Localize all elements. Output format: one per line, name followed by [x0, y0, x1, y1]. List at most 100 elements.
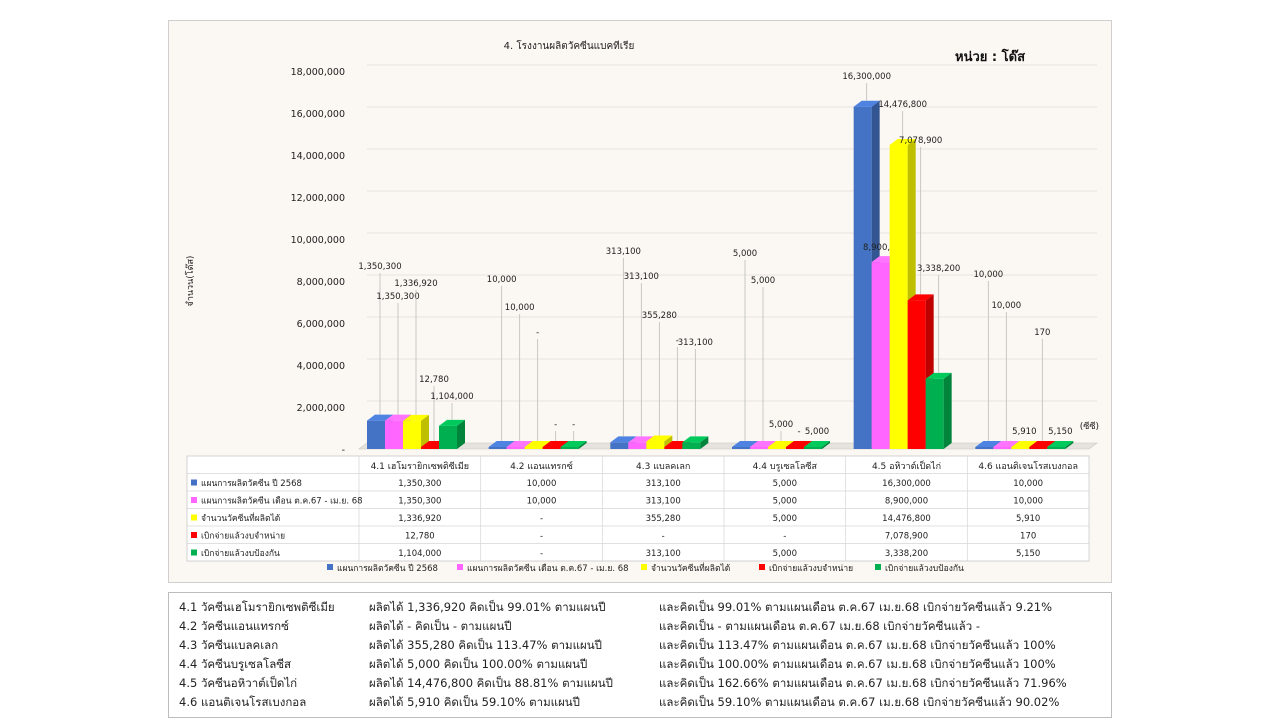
legend-key	[641, 564, 647, 570]
note-item: 4.1 วัคซีนเฮโมรายิกเซพติซีเมีย	[179, 600, 335, 614]
y-tick-label: 4,000,000	[297, 361, 345, 372]
bar-top	[610, 436, 637, 443]
note-monthly: และคิดเป็น 99.01% ตามแผนเดือน ต.ค.67 เม.…	[659, 600, 1053, 614]
y-tick-label: -	[342, 445, 345, 456]
note-item: 4.4 วัคซีนบรูเซลโลซีส	[179, 657, 292, 671]
y-tick-label: 8,000,000	[297, 277, 345, 288]
note-item: 4.5 วัคซีนอหิวาต์เป็ดไก่	[179, 676, 298, 690]
bar	[664, 447, 683, 449]
bar	[524, 447, 543, 449]
bar	[439, 425, 457, 449]
table-cell: 313,100	[646, 479, 681, 489]
bar-top	[403, 414, 429, 421]
note-monthly: และคิดเป็น 162.66% ตามแผนเดือน ต.ค.67 เม…	[659, 676, 1067, 690]
bar-top	[786, 441, 812, 447]
y-axis-label: จำนวน(โด๊ส)	[185, 256, 196, 307]
bar-top	[506, 441, 533, 447]
table-legend-key	[191, 497, 197, 503]
bar-top	[488, 441, 515, 447]
bar-top	[542, 441, 569, 447]
bar-side	[457, 419, 465, 449]
category-label: 4.5 อหิวาต์เป็ดไก่	[872, 459, 941, 472]
notes-panel: 4.1 วัคซีนเฮโมรายิกเซพติซีเมีย ผลิตได้ 1…	[168, 592, 1112, 718]
chart-panel: - 2,000,000 4,000,000 6,000,000 8,000,000 10,…	[168, 20, 1112, 583]
data-label: 355,280	[642, 311, 677, 321]
table-cell: 10,000	[1013, 479, 1043, 489]
data-label: -	[572, 420, 575, 430]
note-produced: ผลิตได้ 5,910 คิดเป็น 59.10% ตามแผนปี	[369, 695, 580, 709]
data-label: 1,336,920	[394, 279, 437, 289]
legend-label: จำนวนวัคซีนที่ผลิตได้	[651, 562, 730, 574]
table-series-name: เบิกจ่ายแล้วงบจำหน่าย	[201, 531, 285, 542]
bar-side	[943, 372, 952, 449]
bar	[421, 447, 439, 449]
bar-top	[682, 436, 709, 443]
bar	[732, 447, 750, 449]
legend-key	[457, 564, 463, 570]
table-cell: 313,100	[646, 549, 681, 559]
legend-label: เบิกจ่ายแล้วงบจำหน่าย	[769, 563, 853, 574]
data-label: 10,000	[991, 301, 1021, 311]
legend-key	[759, 564, 765, 570]
table-cell: 5,000	[773, 549, 797, 559]
table-legend-key	[191, 532, 197, 538]
bar	[646, 441, 665, 449]
category-label: 4.1 เฮโมรายิกเซพติซีเมีย	[371, 461, 469, 472]
note-monthly: และคิดเป็น 100.00% ตามแผนเดือน ต.ค.67 เม…	[659, 657, 1056, 671]
bar	[993, 447, 1012, 449]
bar-top	[889, 138, 916, 145]
table-cell: 10,000	[527, 479, 557, 489]
table-cell: -	[540, 514, 543, 524]
data-label: -	[676, 336, 679, 346]
y-tick-label: 12,000,000	[291, 193, 345, 204]
note-produced: ผลิตได้ - คิดเป็น - ตามแผนปี	[369, 619, 512, 633]
bar	[768, 447, 786, 449]
data-label: 5,150	[1048, 427, 1072, 437]
data-label: 313,100	[606, 247, 641, 257]
bar	[506, 447, 525, 449]
y-tick-label: 18,000,000	[291, 67, 345, 78]
bar-top	[993, 441, 1020, 447]
table-cell: 16,300,000	[882, 479, 931, 489]
table-series-name: จำนวนวัคซีนที่ผลิตได้	[201, 512, 280, 524]
data-label: 5,000	[805, 427, 829, 437]
bar-top	[1047, 441, 1074, 447]
note-produced: ผลิตได้ 5,000 คิดเป็น 100.00% ตามแผนปี	[369, 657, 588, 671]
legend-key	[327, 564, 333, 570]
table-cell: 5,000	[773, 497, 797, 507]
chart-title: 4. โรงงานผลิตวัคซีนแบคทีเรีย	[504, 39, 635, 52]
table-cell: 1,336,920	[398, 514, 441, 524]
table-cell: -	[783, 532, 786, 542]
note-monthly: และคิดเป็น 113.47% ตามแผนเดือน ต.ค.67 เม…	[659, 638, 1056, 652]
table-cell: 7,078,900	[885, 532, 928, 542]
data-label: 1,350,300	[376, 292, 419, 302]
y-tick-label: 10,000,000	[291, 235, 345, 246]
data-label: 16,300,000	[842, 72, 891, 82]
table-cell: -	[540, 532, 543, 542]
data-label: 7,078,900	[899, 136, 942, 146]
note-item: 4.6 แอนติเจนโรสเบงกอล	[179, 695, 307, 709]
data-label: 10,000	[973, 270, 1003, 280]
table-cell: 14,476,800	[882, 514, 931, 524]
data-label: 1,350,300	[358, 262, 401, 272]
bar	[1011, 447, 1030, 449]
data-label: 10,000	[505, 303, 535, 313]
data-label: 8,900,000	[863, 243, 906, 253]
bar	[1047, 447, 1066, 449]
legend-label: แผนการผลิตวัคซีน เดือน ต.ค.67 - เม.ย. 68	[467, 563, 629, 574]
table-legend-key	[191, 549, 197, 556]
legend-label: เบิกจ่ายแล้วงบป้องกัน	[885, 563, 964, 574]
axis-note: (ซีซี)	[1080, 421, 1099, 432]
bar-chart: - 2,000,000 4,000,000 6,000,000 8,000,000 10,…	[185, 39, 1099, 574]
data-label: 5,910	[1012, 427, 1036, 437]
y-tick-label: 14,000,000	[291, 151, 345, 162]
bar-side	[822, 441, 830, 449]
note-item: 4.3 วัคซีนแบลคเลก	[179, 638, 279, 652]
bar-top	[385, 414, 411, 421]
data-label: 170	[1034, 328, 1050, 338]
bar-top	[439, 419, 465, 426]
category-label: 4.3 แบลคเลก	[636, 462, 690, 472]
bar-top	[732, 441, 758, 447]
table-cell: 5,910	[1016, 514, 1040, 524]
table-cell: 5,150	[1016, 549, 1040, 559]
